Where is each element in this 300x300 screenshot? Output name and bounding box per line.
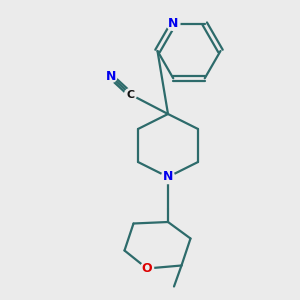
Text: O: O (142, 262, 152, 275)
Text: N: N (163, 170, 173, 184)
Circle shape (161, 170, 175, 184)
Circle shape (167, 17, 180, 30)
Circle shape (105, 70, 117, 83)
Text: N: N (168, 17, 178, 30)
Text: N: N (106, 70, 116, 83)
Text: C: C (126, 89, 135, 100)
Circle shape (140, 262, 154, 275)
Circle shape (124, 88, 136, 101)
